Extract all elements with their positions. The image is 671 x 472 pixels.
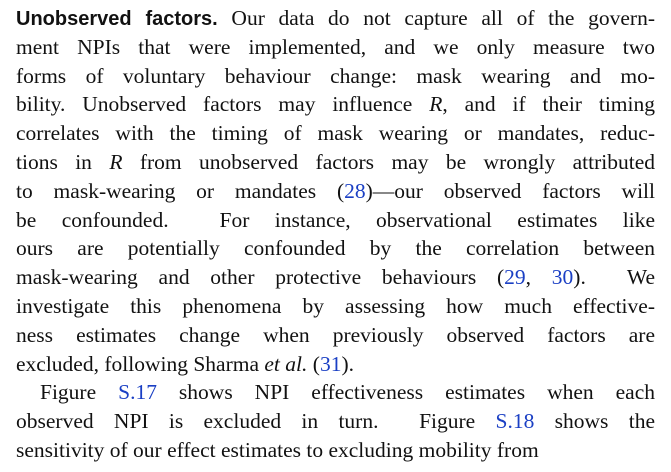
text-line: to mask-wearing or mandates (28)—our obs…: [16, 177, 655, 206]
text: )—our observed factors will: [365, 178, 655, 203]
section-heading: Unobserved factors.: [16, 8, 218, 30]
text: R: [429, 92, 443, 117]
text: excluded, following Sharma: [16, 351, 265, 376]
text: ,: [525, 265, 552, 290]
text-line: bility. Unobserved factors may influence…: [16, 90, 655, 119]
text-line: forms of voluntary behaviour change: mas…: [16, 62, 655, 91]
text: ).: [341, 351, 354, 376]
text: sensitivity of our effect estimates to e…: [16, 437, 539, 462]
text-line: correlates with the timing of mask weari…: [16, 119, 655, 148]
text-line: Unobserved factors. Our data do not capt…: [16, 4, 655, 33]
text: ment NPIs that were implemented, and we …: [16, 34, 655, 59]
text: from unobserved factors may be wrongly a…: [122, 149, 655, 174]
text: forms of voluntary behaviour change: mas…: [16, 63, 655, 88]
text: shows the: [534, 409, 655, 434]
text: be confounded. For instance, observation…: [16, 207, 655, 232]
text-line: ment NPIs that were implemented, and we …: [16, 33, 655, 62]
text: tions in: [16, 149, 110, 174]
citation-link[interactable]: S.17: [118, 380, 157, 405]
text-line: sensitivity of our effect estimates to e…: [16, 436, 655, 465]
text: ness estimates change when previously ob…: [16, 322, 655, 347]
text: Our data do not capture all of the gover…: [217, 6, 655, 30]
text-line: ness estimates change when previously ob…: [16, 321, 655, 350]
text: (: [307, 351, 320, 376]
text: , and if their timing: [442, 92, 655, 117]
text: investigate this phenomena by assessing …: [16, 293, 655, 318]
text: ours are potentially confounded by the c…: [16, 236, 655, 261]
paragraph: Figure S.17 shows NPI effectiveness esti…: [16, 378, 655, 464]
text: shows NPI effectiveness estimates when e…: [156, 380, 655, 405]
text-line: be confounded. For instance, observation…: [16, 206, 655, 235]
text: R: [109, 149, 123, 174]
text: Figure: [40, 380, 119, 405]
text: et al.: [264, 351, 308, 376]
text-line: Figure S.17 shows NPI effectiveness esti…: [16, 378, 655, 407]
text: ). We: [573, 265, 655, 290]
text-line: observed NPI is excluded in turn. Figure…: [16, 407, 655, 436]
text-line: investigate this phenomena by assessing …: [16, 292, 655, 321]
text: bility. Unobserved factors may influence: [16, 92, 430, 117]
citation-link[interactable]: 28: [344, 178, 366, 203]
text: to mask-wearing or mandates (: [16, 178, 345, 203]
citation-link[interactable]: 30: [551, 265, 574, 290]
citation-link[interactable]: S.18: [495, 409, 535, 434]
text: mask-wearing and other protective behavi…: [16, 265, 505, 290]
citation-link[interactable]: 29: [504, 265, 526, 290]
citation-link[interactable]: 31: [319, 351, 342, 376]
paragraph: Unobserved factors. Our data do not capt…: [16, 4, 655, 378]
text-line: mask-wearing and other protective behavi…: [16, 263, 655, 292]
text-line: ours are potentially confounded by the c…: [16, 234, 655, 263]
text-line: tions in R from unobserved factors may b…: [16, 148, 655, 177]
text: correlates with the timing of mask weari…: [16, 121, 655, 146]
text-line: excluded, following Sharma et al. (31).: [16, 350, 655, 379]
text: observed NPI is excluded in turn. Figure: [16, 409, 496, 434]
